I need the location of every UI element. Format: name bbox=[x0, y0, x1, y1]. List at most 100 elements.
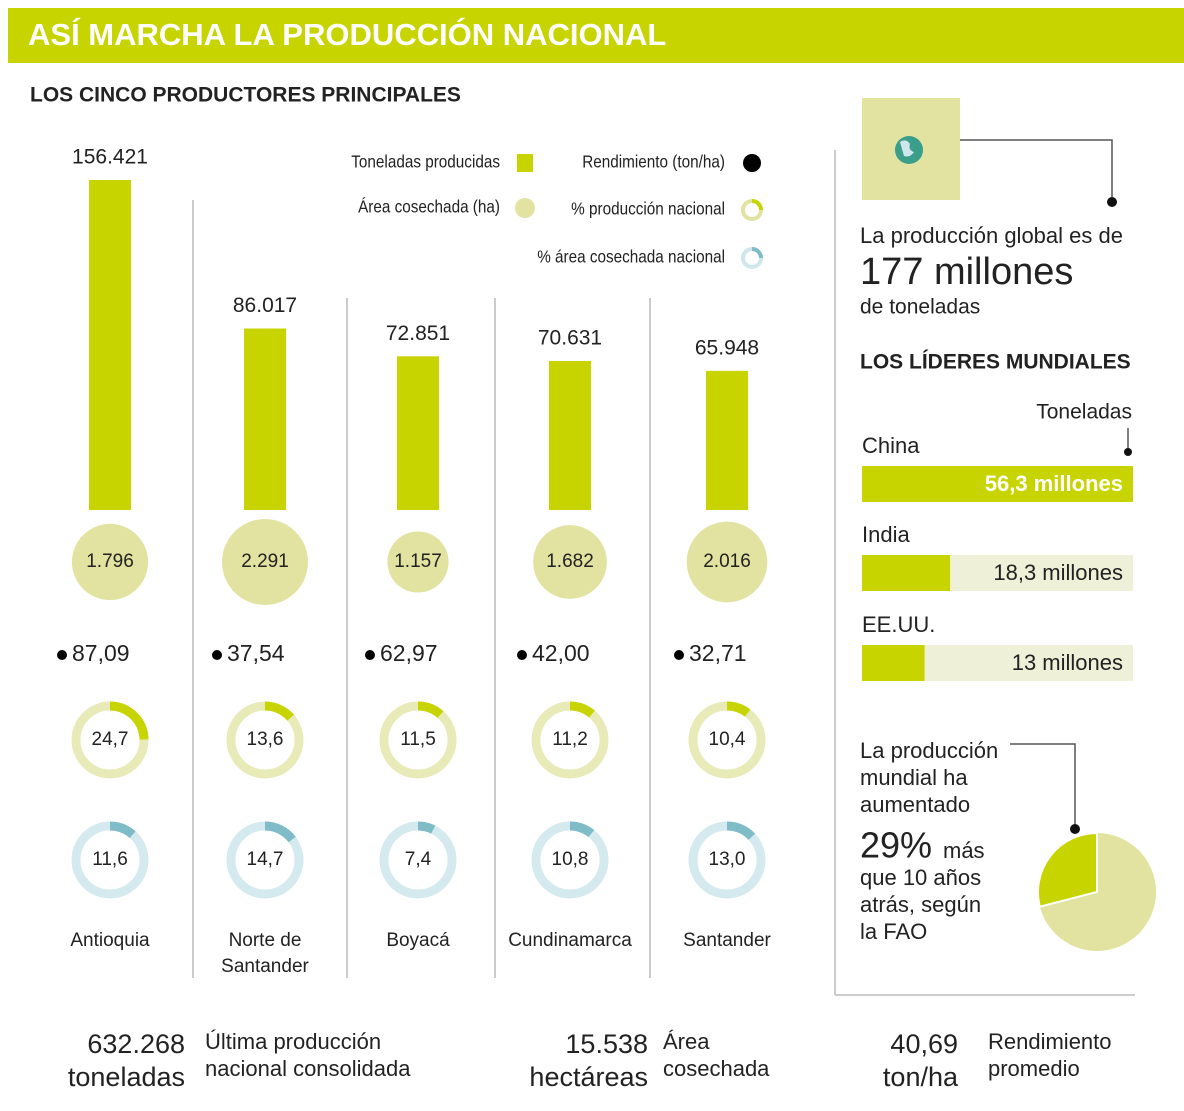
yield-dot bbox=[212, 650, 222, 660]
area-circle bbox=[222, 519, 308, 605]
donut-arc bbox=[226, 821, 304, 899]
donut-arc bbox=[688, 701, 766, 779]
footer-value: 15.538 bbox=[565, 1029, 648, 1059]
globe-box bbox=[862, 98, 1117, 207]
legend-label: % producción nacional bbox=[571, 199, 725, 219]
donut-arc bbox=[531, 821, 609, 899]
legend-label: Rendimiento (ton/ha) bbox=[582, 152, 725, 172]
footer-text: cosechada bbox=[663, 1056, 770, 1081]
leader-name: EE.UU. bbox=[862, 612, 935, 637]
legend-swatch bbox=[515, 198, 535, 218]
bar bbox=[862, 466, 1133, 502]
bar-label: 72.851 bbox=[386, 322, 450, 345]
area-circle bbox=[686, 521, 768, 603]
pie-value: 29% bbox=[860, 825, 932, 866]
leaders-title: LOS LÍDERES MUNDIALES bbox=[860, 351, 1131, 374]
legend-label: % área cosechada nacional bbox=[537, 247, 725, 267]
pie-text: mundial ha bbox=[860, 765, 968, 790]
bar bbox=[549, 360, 591, 510]
pie-text: atrás, según bbox=[860, 892, 981, 917]
area-circle bbox=[533, 525, 607, 599]
donut-arc bbox=[531, 701, 609, 779]
bar bbox=[397, 356, 439, 510]
separators bbox=[192, 150, 1135, 996]
footer-value: 632.268 bbox=[87, 1029, 185, 1059]
bar-label: 86.017 bbox=[233, 294, 297, 317]
global-unit: de toneladas bbox=[860, 296, 980, 319]
section-title: LOS CINCO PRODUCTORES PRINCIPALES bbox=[30, 84, 461, 107]
yield-label: 62,97 bbox=[380, 640, 438, 666]
bar bbox=[706, 370, 748, 510]
yield-dot bbox=[674, 650, 684, 660]
donut-label: 11,2 bbox=[552, 729, 588, 750]
category-label: Antioquia bbox=[70, 930, 150, 951]
donut-label: 24,7 bbox=[92, 729, 129, 750]
pie-text: la FAO bbox=[860, 919, 927, 944]
yield-dot bbox=[517, 650, 527, 660]
area-circle bbox=[387, 531, 449, 593]
legend-swatch bbox=[743, 154, 761, 172]
donut-label: 10,8 bbox=[552, 849, 589, 870]
donut-arc bbox=[688, 821, 766, 899]
category-label: Cundinamarca bbox=[508, 930, 632, 951]
yield-label: 42,00 bbox=[532, 640, 590, 666]
bar bbox=[862, 555, 951, 591]
donut-label: 10,4 bbox=[709, 729, 746, 750]
donut-arc bbox=[379, 701, 457, 779]
bar bbox=[244, 328, 286, 510]
donut-arc bbox=[71, 821, 149, 899]
legend-label: Área cosechada (ha) bbox=[358, 197, 500, 217]
footer-unit: hectáreas bbox=[529, 1062, 648, 1092]
global-lead: La producción global es de bbox=[860, 223, 1123, 248]
pointer bbox=[1010, 743, 1076, 828]
bar-label: 13 millones bbox=[1012, 650, 1123, 675]
donut-label: 7,4 bbox=[405, 849, 432, 870]
footer-value: 40,69 bbox=[890, 1029, 958, 1059]
yield-label: 32,71 bbox=[689, 640, 747, 666]
leader-name: India bbox=[862, 522, 910, 547]
footer-text: Última producción bbox=[205, 1029, 381, 1054]
donut-arc bbox=[379, 821, 457, 899]
yield-dot bbox=[57, 650, 67, 660]
yield-dot bbox=[365, 650, 375, 660]
area-label: 1.157 bbox=[394, 551, 442, 572]
area-label: 2.016 bbox=[703, 551, 751, 572]
donut-arc bbox=[71, 701, 149, 779]
footer-unit: toneladas bbox=[68, 1062, 185, 1092]
pie-text: La producción bbox=[860, 738, 998, 763]
bar-label: 18,3 millones bbox=[993, 560, 1123, 585]
area-label: 1.682 bbox=[546, 551, 594, 572]
footer-text: Rendimiento bbox=[988, 1029, 1112, 1054]
category-label: Santander bbox=[683, 930, 771, 951]
header-title: ASÍ MARCHA LA PRODUCCIÓN NACIONAL bbox=[28, 16, 666, 52]
area-circle bbox=[71, 523, 149, 601]
footer-text: Área bbox=[663, 1029, 710, 1054]
category-label: Norte de Santander bbox=[221, 930, 309, 977]
legend-label: Toneladas producidas bbox=[351, 152, 500, 172]
donut-arc bbox=[226, 701, 304, 779]
footer-text: nacional consolidada bbox=[205, 1056, 411, 1081]
legend-swatch bbox=[517, 154, 533, 172]
yield-label: 37,54 bbox=[227, 640, 285, 666]
area-label: 1.796 bbox=[86, 551, 134, 572]
footer-unit: ton/ha bbox=[883, 1062, 959, 1092]
donut-label: 11,5 bbox=[400, 729, 436, 750]
global-amount: 177 millones bbox=[860, 251, 1073, 293]
pie-text: más bbox=[943, 838, 985, 863]
donut-label: 11,6 bbox=[92, 849, 128, 870]
donut-label: 14,7 bbox=[247, 849, 284, 870]
donut-label: 13,6 bbox=[247, 729, 284, 750]
bar bbox=[862, 645, 925, 681]
bar-label: 70.631 bbox=[538, 327, 602, 350]
bar-label: 65.948 bbox=[695, 336, 759, 359]
pie-text: que 10 años bbox=[860, 865, 981, 890]
category-label: Boyacá bbox=[386, 930, 450, 951]
pointer-dot bbox=[1070, 824, 1080, 834]
pie-slice bbox=[1037, 831, 1098, 908]
leader-name: China bbox=[862, 433, 920, 458]
legend-swatch bbox=[751, 247, 763, 259]
bar bbox=[89, 180, 131, 510]
area-label: 2.291 bbox=[241, 551, 289, 572]
donut-label: 13,0 bbox=[709, 849, 746, 870]
